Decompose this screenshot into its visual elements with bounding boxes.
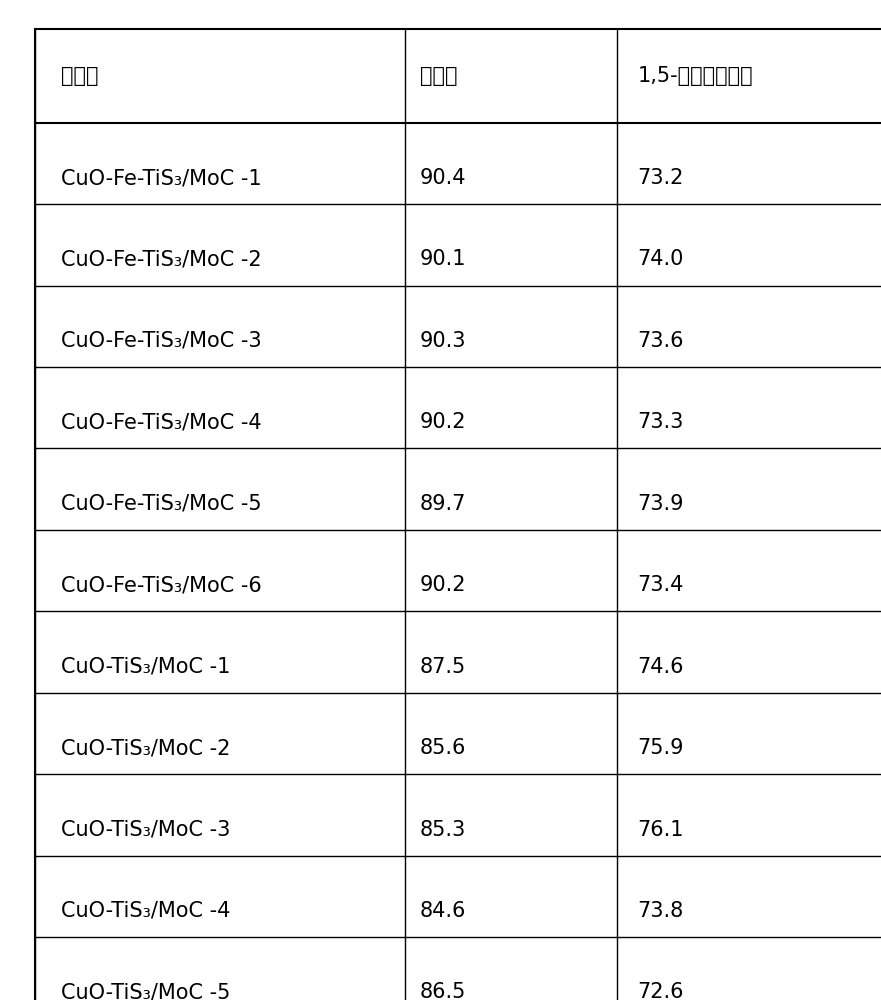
Text: 1,5-戊二醇选择性: 1,5-戊二醇选择性	[638, 66, 753, 86]
Text: 72.6: 72.6	[638, 982, 685, 1000]
Text: CuO-TiS₃/MoC -4: CuO-TiS₃/MoC -4	[61, 901, 231, 921]
Text: 90.2: 90.2	[420, 412, 467, 432]
Text: CuO-TiS₃/MoC -1: CuO-TiS₃/MoC -1	[61, 657, 231, 677]
Text: 85.3: 85.3	[420, 820, 466, 840]
Text: 催化剂: 催化剂	[61, 66, 99, 86]
Text: 86.5: 86.5	[420, 982, 466, 1000]
Text: 73.3: 73.3	[638, 412, 684, 432]
Text: 73.6: 73.6	[638, 331, 685, 351]
Text: 74.0: 74.0	[638, 249, 684, 269]
Text: CuO-Fe-TiS₃/MoC -5: CuO-Fe-TiS₃/MoC -5	[61, 494, 262, 514]
Text: 73.8: 73.8	[638, 901, 684, 921]
Text: 84.6: 84.6	[420, 901, 466, 921]
Text: 90.4: 90.4	[420, 168, 467, 188]
Text: CuO-Fe-TiS₃/MoC -4: CuO-Fe-TiS₃/MoC -4	[61, 412, 262, 432]
Text: 76.1: 76.1	[638, 820, 685, 840]
Text: CuO-Fe-TiS₃/MoC -1: CuO-Fe-TiS₃/MoC -1	[61, 168, 262, 188]
Text: CuO-TiS₃/MoC -3: CuO-TiS₃/MoC -3	[61, 820, 231, 840]
Text: 90.3: 90.3	[420, 331, 467, 351]
Text: 87.5: 87.5	[420, 657, 466, 677]
Text: 73.2: 73.2	[638, 168, 684, 188]
Text: CuO-TiS₃/MoC -2: CuO-TiS₃/MoC -2	[61, 738, 231, 758]
Text: CuO-TiS₃/MoC -5: CuO-TiS₃/MoC -5	[61, 982, 231, 1000]
Text: 74.6: 74.6	[638, 657, 685, 677]
Text: CuO-Fe-TiS₃/MoC -6: CuO-Fe-TiS₃/MoC -6	[61, 575, 262, 595]
Text: 89.7: 89.7	[420, 494, 466, 514]
Text: 转化率: 转化率	[420, 66, 457, 86]
Text: CuO-Fe-TiS₃/MoC -2: CuO-Fe-TiS₃/MoC -2	[61, 249, 262, 269]
Text: 73.4: 73.4	[638, 575, 684, 595]
Text: 85.6: 85.6	[420, 738, 466, 758]
Text: 90.1: 90.1	[420, 249, 467, 269]
Text: CuO-Fe-TiS₃/MoC -3: CuO-Fe-TiS₃/MoC -3	[61, 331, 262, 351]
Text: 75.9: 75.9	[638, 738, 685, 758]
Text: 73.9: 73.9	[638, 494, 685, 514]
Text: 90.2: 90.2	[420, 575, 467, 595]
